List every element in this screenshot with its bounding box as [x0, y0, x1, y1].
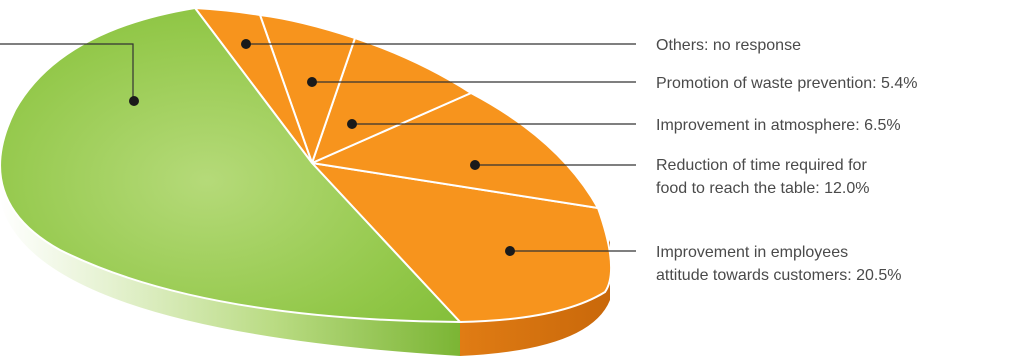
pie-slice-employees-attitude: [309, 161, 613, 324]
marker-dots: [129, 39, 515, 256]
marker-dot-waste-prevention: [307, 77, 317, 87]
marker-dot-time-reduction: [470, 160, 480, 170]
slice-labels: Others: no response Promotion of waste p…: [656, 37, 917, 284]
label-time-reduction-line2: food to reach the table: 12.0%: [656, 180, 869, 197]
label-no-response: Others: no response: [656, 37, 801, 54]
pie-top: [0, 6, 613, 324]
marker-dot-atmosphere: [347, 119, 357, 129]
marker-dot-employees-attitude: [505, 246, 515, 256]
leader-lines: [0, 43, 636, 252]
label-employees-attitude-line1: Improvement in employees: [656, 244, 848, 261]
pie-slice-atmosphere: [310, 36, 474, 165]
label-time-reduction-line1: Reduction of time required for: [656, 157, 867, 174]
pie-slice-time-reduction: [308, 91, 600, 210]
pie-side-orange: [460, 240, 610, 356]
label-atmosphere: Improvement in atmosphere: 6.5%: [656, 117, 901, 134]
pie-slice-green: [0, 6, 463, 324]
label-waste-prevention: Promotion of waste prevention: 5.4%: [656, 75, 917, 92]
label-employees-attitude-line2: attitude towards customers: 20.5%: [656, 267, 901, 284]
pie-slice-waste-prevention: [258, 13, 357, 167]
marker-dot-green: [129, 96, 139, 106]
marker-dot-no-response: [241, 39, 251, 49]
leader-line-green: [0, 43, 134, 100]
